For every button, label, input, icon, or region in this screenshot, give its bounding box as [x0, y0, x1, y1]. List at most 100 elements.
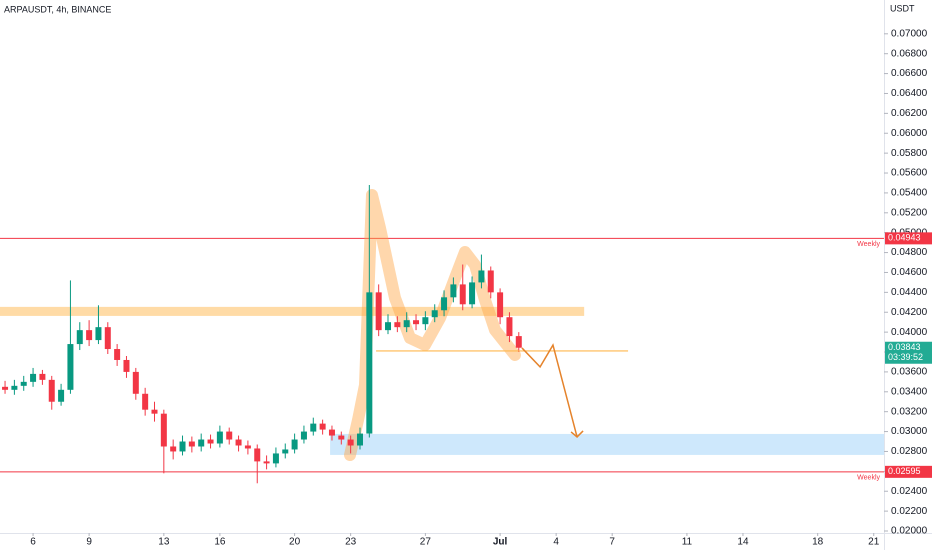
candle-body — [403, 320, 410, 328]
x-tick-label: 21 — [868, 537, 880, 548]
candle-body — [497, 292, 504, 318]
candle-body — [459, 284, 466, 305]
x-tick-label: 9 — [86, 537, 92, 548]
candle-body — [58, 389, 65, 402]
candle-body — [95, 327, 102, 341]
candle-body — [272, 453, 279, 464]
y-tick-label: 0.03200 — [891, 406, 928, 417]
candle-body — [366, 292, 373, 434]
y-tick-label: 0.04800 — [891, 247, 928, 258]
x-tick-label: 7 — [609, 537, 615, 548]
candle-body — [291, 439, 298, 450]
candle-body — [235, 439, 242, 446]
y-tick-label: 0.07000 — [891, 28, 928, 39]
candle-body — [123, 359, 130, 372]
level-name: Weekly — [857, 475, 880, 482]
x-tick-label: 20 — [289, 537, 301, 548]
y-tick-label: 0.06000 — [891, 128, 928, 139]
candle-body — [132, 371, 139, 394]
y-tick-label: 0.04000 — [891, 327, 928, 338]
candle-body — [254, 448, 261, 462]
x-tick-label: 6 — [30, 537, 36, 548]
candle-body — [142, 393, 149, 410]
y-tick-label: 0.03400 — [891, 386, 928, 397]
y-tick-label: 0.06400 — [891, 88, 928, 99]
candle-body — [487, 270, 494, 293]
candle-body — [431, 310, 438, 318]
x-tick-label: 27 — [420, 537, 432, 548]
candle-body — [319, 423, 326, 430]
y-tick-label: 0.02400 — [891, 486, 928, 497]
candle-body — [478, 270, 485, 283]
candle-body — [469, 282, 476, 305]
candle-body — [385, 322, 392, 331]
candle-body — [328, 429, 335, 436]
candle-body — [310, 423, 317, 432]
level-price-box — [885, 232, 932, 245]
candle-body — [422, 317, 429, 325]
candle-body — [375, 292, 382, 331]
candle-body — [356, 433, 363, 446]
candle-body — [300, 431, 307, 440]
y-tick-label: 0.06200 — [891, 108, 928, 119]
x-tick-label: 16 — [214, 537, 226, 548]
candle-body — [86, 330, 93, 341]
candle-body — [151, 409, 158, 414]
chart-title: ARPAUSDT, 4h, BINANCE — [4, 4, 111, 14]
candle-body — [394, 322, 401, 328]
level-price-box — [885, 465, 932, 478]
candle-body — [226, 431, 233, 440]
y-tick-label: 0.04600 — [891, 267, 928, 278]
candle-body — [104, 327, 111, 350]
candle-body — [67, 344, 74, 390]
candle-body — [244, 445, 251, 449]
y-tick-label: 0.02000 — [891, 526, 928, 537]
candle-body — [450, 284, 457, 298]
x-tick-label: Jul — [493, 537, 508, 548]
candle-body — [39, 373, 46, 380]
level-name: Weekly — [857, 241, 880, 248]
zone — [0, 306, 585, 316]
projection-arrowhead — [570, 430, 584, 438]
y-tick-label: 0.03600 — [891, 367, 928, 378]
countdown-label: 03:39:52 — [888, 352, 923, 362]
candle-body — [11, 385, 18, 390]
last-price-box — [885, 341, 932, 364]
candle-body — [515, 336, 522, 348]
last-price-label: 0.03843 — [888, 342, 921, 352]
candle-body — [263, 461, 270, 464]
level-price-label: 0.04943 — [888, 233, 921, 243]
y-tick-label: 0.04200 — [891, 307, 928, 318]
y-unit: USDT — [890, 3, 915, 13]
y-tick-label: 0.06800 — [891, 48, 928, 59]
candle-body — [347, 439, 354, 446]
plot-area — [0, 184, 884, 484]
y-tick-label: 0.03000 — [891, 426, 928, 437]
candle-body — [114, 349, 121, 360]
candle-body — [48, 379, 55, 402]
candle-body — [179, 441, 186, 452]
y-tick-label: 0.02200 — [891, 506, 928, 517]
candle-body — [2, 386, 9, 390]
level-price-label: 0.02595 — [888, 466, 921, 476]
y-tick-label: 0.05800 — [891, 148, 928, 159]
zones — [0, 237, 884, 473]
zone — [330, 433, 884, 455]
candle-body — [441, 297, 448, 311]
candle-body — [216, 431, 223, 444]
candle-body — [30, 373, 37, 382]
candle-body — [282, 449, 289, 454]
y-tick-label: 0.06600 — [891, 68, 928, 79]
candle-body — [188, 441, 195, 447]
candles — [2, 184, 522, 484]
y-tick-label: 0.05400 — [891, 188, 928, 199]
y-tick-label: 0.04400 — [891, 287, 928, 298]
y-tick-label: 0.02800 — [891, 446, 928, 457]
candle-body — [198, 439, 205, 447]
x-tick-label: 18 — [812, 537, 824, 548]
x-tick-label: 11 — [682, 537, 693, 548]
candle-body — [20, 381, 27, 386]
